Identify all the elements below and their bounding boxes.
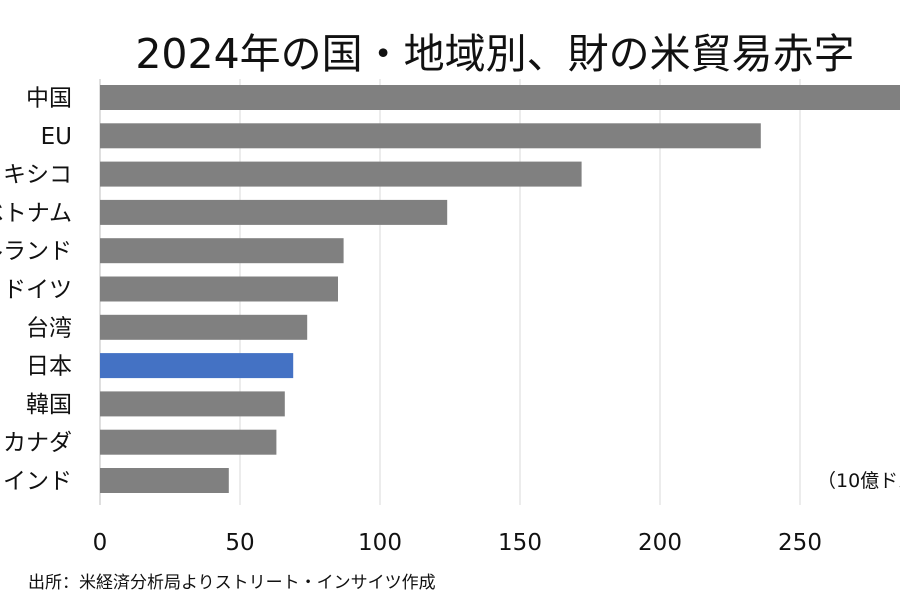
category-label: アイルランド [0, 239, 72, 265]
x-tick-label: 200 [638, 530, 682, 556]
x-tick-label: 250 [778, 530, 822, 556]
category-label: カナダ [3, 430, 72, 456]
category-label: 台湾 [26, 315, 72, 341]
bar [100, 238, 344, 264]
x-tick-label: 150 [498, 530, 542, 556]
bar [100, 161, 582, 187]
chart-title: 2024年の国・地域別、財の米貿易赤字 [135, 30, 855, 78]
x-tick-labels: 0 50 100 150 200 250 [93, 530, 822, 556]
category-label: 韓国 [26, 392, 72, 418]
bar [100, 353, 294, 379]
category-labels: 中国 EU メキシコベトナムアイルランドドイツ台湾日本韓国カナダインド [0, 86, 72, 495]
source-note: 出所：米経済分析局よりストリート・インサイツ作成 [28, 573, 436, 593]
x-tick-label: 50 [225, 530, 254, 556]
bar [100, 429, 277, 455]
bar [100, 468, 229, 493]
category-label: 日本 [26, 354, 72, 380]
bar [100, 123, 761, 149]
category-label: EU [41, 124, 72, 150]
bar [100, 391, 285, 417]
bar [100, 314, 308, 340]
unit-label: （10億ドル） [817, 470, 900, 492]
bar [100, 276, 338, 302]
bar [100, 85, 900, 110]
bar [100, 199, 448, 225]
category-label: ドイツ [3, 277, 72, 303]
category-label: 中国 [26, 86, 72, 112]
category-label: ベトナム [0, 200, 72, 226]
category-label: インド [3, 469, 72, 495]
bars [100, 85, 900, 493]
x-tick-label: 0 [93, 530, 108, 556]
x-tick-label: 100 [358, 530, 402, 556]
category-label: メキシコ [0, 162, 72, 188]
